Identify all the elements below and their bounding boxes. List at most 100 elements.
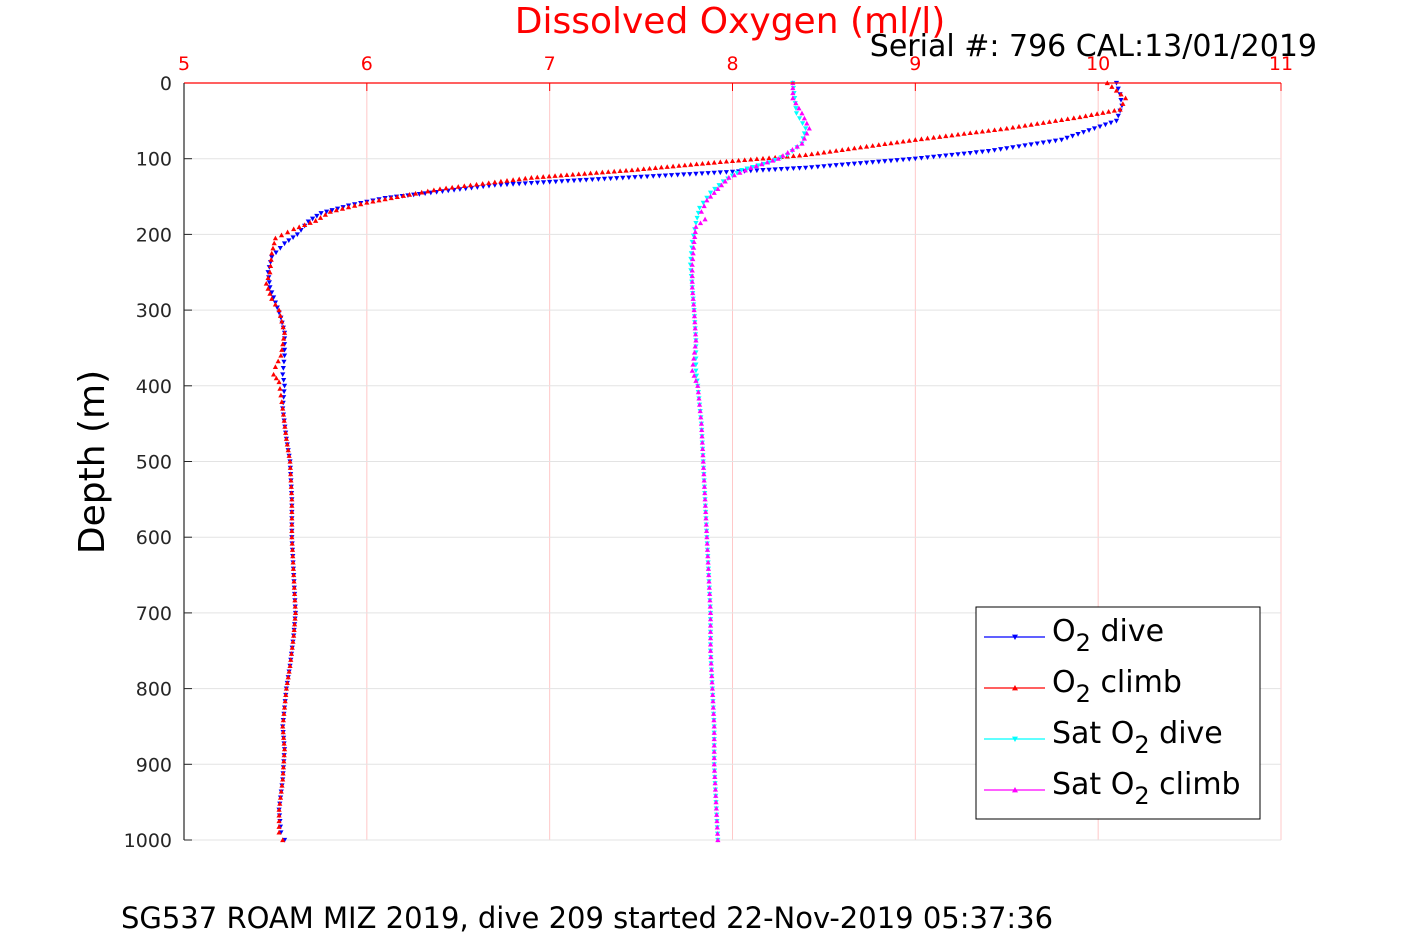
data-point	[775, 156, 781, 161]
x-tick-label: 6	[361, 53, 373, 75]
legend-label: O2 dive	[1052, 614, 1164, 657]
data-point	[815, 150, 821, 156]
data-point	[742, 167, 748, 173]
data-point	[796, 152, 803, 158]
data-point	[638, 174, 644, 180]
data-point	[284, 680, 290, 686]
data-point	[290, 639, 296, 644]
data-point	[851, 161, 857, 167]
data-point	[707, 622, 714, 628]
data-point	[694, 215, 700, 221]
data-point	[291, 578, 297, 584]
data-point	[693, 373, 700, 379]
data-point	[289, 515, 295, 521]
data-point	[709, 679, 715, 685]
data-point	[286, 453, 292, 458]
data-point	[943, 153, 949, 159]
data-point	[731, 172, 737, 178]
data-point	[302, 222, 308, 228]
data-point	[317, 215, 324, 220]
data-point	[652, 165, 659, 170]
data-point	[473, 181, 480, 187]
data-point	[274, 305, 280, 311]
data-point	[1077, 114, 1083, 120]
data-point	[273, 375, 279, 381]
data-point	[278, 232, 285, 238]
data-point	[333, 207, 339, 213]
data-point	[979, 149, 985, 155]
data-point	[277, 795, 284, 800]
data-point	[793, 106, 799, 111]
data-point	[784, 166, 790, 172]
data-point	[1108, 120, 1114, 126]
data-point	[282, 424, 288, 429]
data-point	[547, 179, 553, 185]
legend-label-subscript: 2	[1134, 782, 1149, 810]
data-point	[1004, 146, 1010, 151]
data-point	[449, 184, 455, 190]
y-tick-label: 900	[136, 754, 172, 776]
data-point	[772, 167, 778, 173]
data-point	[486, 180, 492, 186]
data-point	[1088, 112, 1094, 117]
data-point	[943, 133, 949, 139]
data-point	[276, 812, 282, 818]
data-point	[708, 667, 715, 672]
data-point	[1117, 106, 1123, 112]
data-point	[290, 559, 296, 565]
data-point	[711, 717, 717, 723]
data-point	[282, 698, 288, 704]
data-point	[290, 553, 296, 559]
data-point	[717, 159, 723, 165]
data-point	[281, 740, 287, 746]
data-point	[689, 267, 695, 273]
data-point	[1040, 140, 1046, 146]
y-tick-label: 500	[136, 452, 172, 474]
data-point	[796, 116, 803, 121]
data-point	[1010, 124, 1016, 130]
legend-label-tail: climb	[1150, 767, 1241, 802]
data-point	[912, 156, 918, 162]
data-point	[693, 362, 699, 368]
data-point	[676, 163, 682, 168]
data-point	[510, 177, 516, 182]
data-point	[691, 307, 697, 313]
data-point	[704, 547, 711, 552]
data-point	[267, 291, 273, 296]
data-point	[286, 668, 292, 674]
data-point	[688, 162, 694, 167]
legend-label-main: Sat O	[1052, 716, 1134, 751]
data-point	[703, 528, 710, 533]
data-point	[961, 151, 967, 157]
data-point	[708, 654, 714, 660]
data-point	[702, 496, 708, 502]
data-point	[717, 170, 723, 176]
data-point	[707, 629, 714, 634]
data-point	[711, 742, 717, 748]
data-point	[707, 190, 714, 196]
data-point	[742, 157, 748, 163]
data-point	[695, 210, 701, 216]
y-tick-label: 800	[136, 679, 172, 701]
data-point	[764, 159, 770, 165]
data-point	[1102, 122, 1109, 128]
data-point	[595, 177, 602, 182]
data-point	[1052, 138, 1059, 144]
series-layer	[263, 80, 1129, 843]
data-point	[1109, 84, 1115, 89]
data-point	[1069, 133, 1076, 139]
data-point	[280, 366, 286, 371]
data-point	[593, 170, 600, 175]
data-point	[713, 793, 719, 798]
data-point	[780, 153, 786, 158]
y-tick-label: 200	[136, 224, 172, 246]
data-point	[1059, 117, 1065, 122]
data-point	[629, 167, 635, 173]
data-point	[713, 799, 719, 805]
data-point	[715, 837, 721, 843]
data-point	[289, 645, 295, 650]
data-point	[281, 735, 287, 740]
data-point	[697, 408, 703, 414]
data-point	[845, 162, 851, 167]
data-point	[692, 325, 698, 331]
